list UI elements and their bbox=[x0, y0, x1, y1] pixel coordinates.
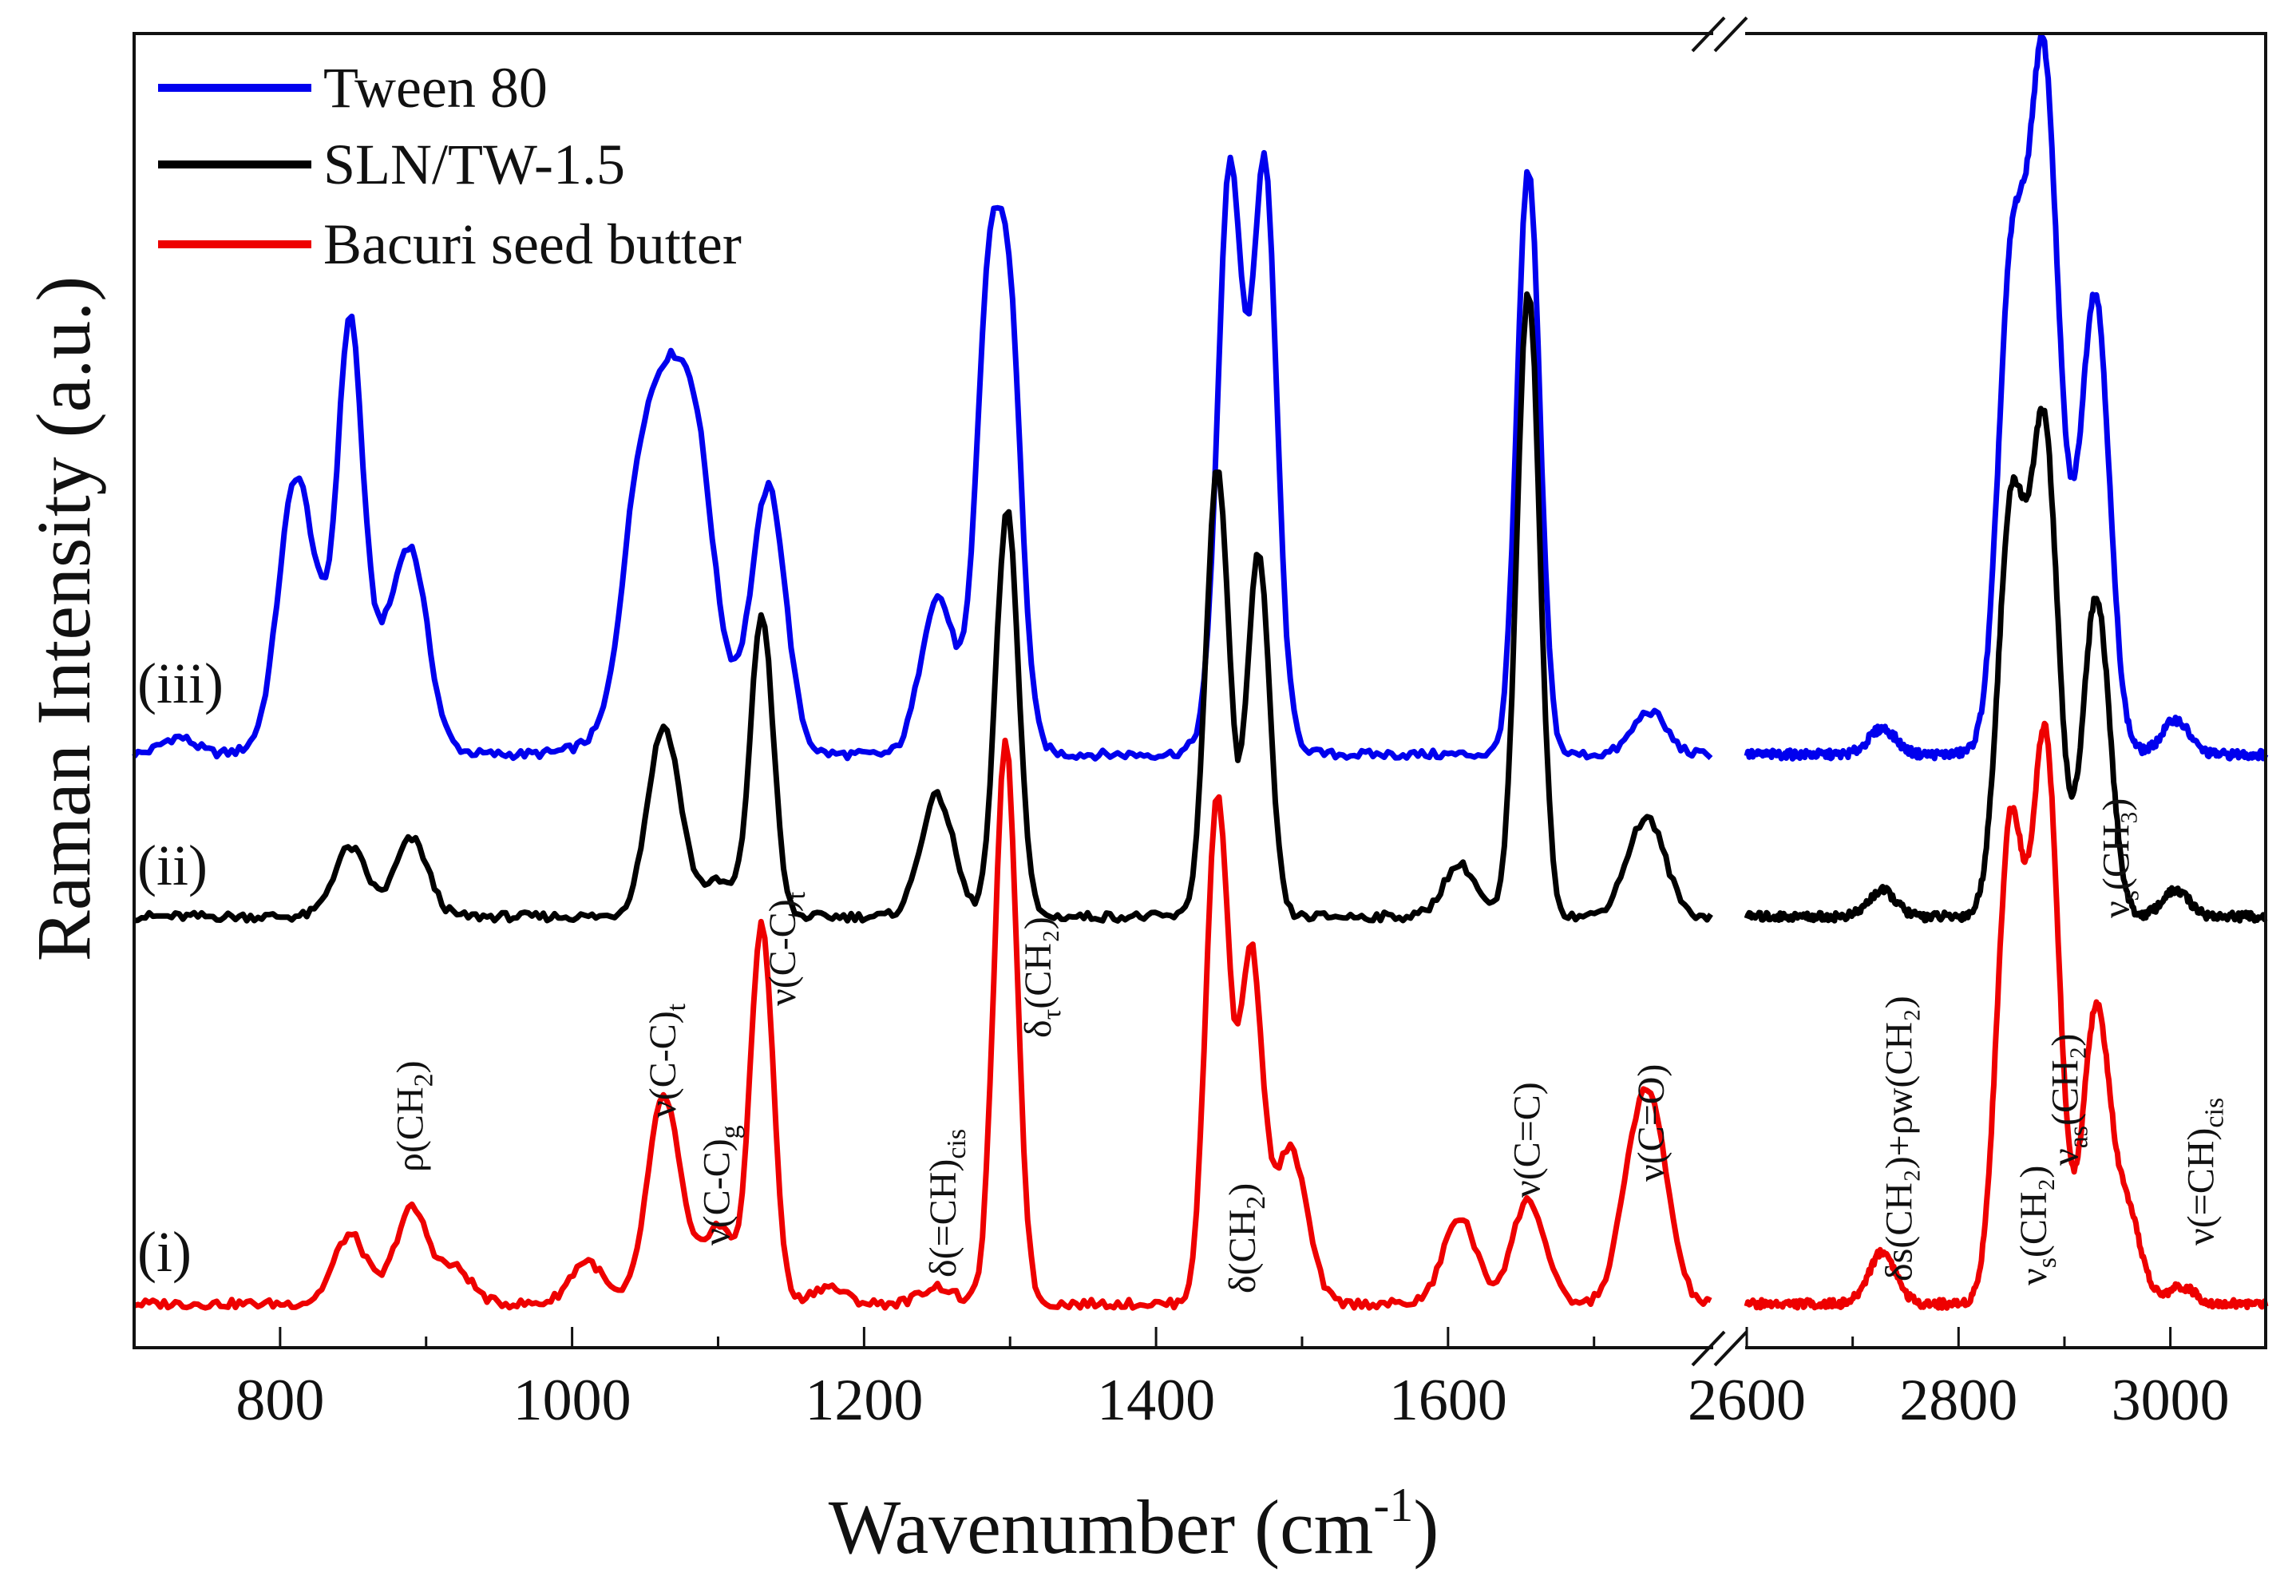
y-axis-title: Raman Intensity (a.u.) bbox=[21, 276, 106, 961]
band-annotation-9: δs(CH₂)+ρw(CH₂) bbox=[1878, 996, 1920, 1281]
band-annotation-main-4: δ(=CH) bbox=[922, 1159, 964, 1277]
band-annotation-main-11: ν bbox=[2045, 1148, 2087, 1166]
axis-break-mark-top-0 bbox=[1691, 16, 1726, 53]
series-tween80-segment-b bbox=[1744, 33, 2269, 762]
band-annotation-main-1: ν(C-C) bbox=[642, 1011, 684, 1118]
band-annotation-main-2: ν(C-C) bbox=[696, 1139, 738, 1246]
band-annotation-13: ν(=CH)cis bbox=[2179, 1098, 2229, 1246]
annotation-layer: ρ(CH2) ν(C-C)tν(C-C)gν(C-C)tδ(=CH)cisδτ(C… bbox=[390, 798, 2230, 1293]
band-annotation-tail-12: (CH₃) bbox=[2095, 798, 2137, 890]
band-annotation-main-8: ν(C=O) bbox=[1630, 1064, 1673, 1182]
band-annotation-main-3: ν(C-C) bbox=[762, 899, 804, 1006]
x-axis-title-sup: -1 bbox=[1373, 1479, 1413, 1531]
plot-frame bbox=[133, 32, 2267, 1349]
band-annotation-tail-11: (CH₂) bbox=[2045, 1034, 2087, 1126]
band-annotation-sub-4: cis bbox=[942, 1129, 972, 1159]
x-tick-label-5: 2600 bbox=[1688, 1368, 1806, 1433]
band-annotation-3: ν(C-C)t bbox=[762, 891, 811, 1006]
x-axis-title-main: Wavenumber (cm bbox=[829, 1484, 1374, 1570]
band-annotation-7: ν(C=C) bbox=[1506, 1082, 1548, 1198]
axis-break-mark-top-1 bbox=[1713, 16, 1748, 53]
band-annotation-main-5: δ bbox=[1017, 1020, 1059, 1038]
band-annotation-sub-1: t bbox=[662, 1003, 691, 1011]
x-tick-label-0: 800 bbox=[236, 1368, 324, 1433]
axis-layer: 800 1000 1200 1400 1600 2600 2800 3000 bbox=[133, 16, 2267, 1433]
band-annotation-sub-3: t bbox=[782, 891, 811, 899]
band-annotation-main-6: δ(CH bbox=[1221, 1210, 1264, 1293]
band-annotation-main-9: δs(CH₂)+ρw(CH₂) bbox=[1878, 996, 1920, 1281]
band-annotation-5: δτ(CH₂) bbox=[1017, 917, 1067, 1038]
x-axis-title: Wavenumber (cm-1) bbox=[829, 1479, 1439, 1570]
band-annotation-sub-2: g bbox=[716, 1125, 746, 1139]
band-annotation-sub-11: as bbox=[2064, 1126, 2094, 1148]
band-annotation-1: ν(C-C)t bbox=[642, 1003, 691, 1118]
band-annotation-sub-10: s bbox=[2033, 1257, 2062, 1268]
legend-label-bacuri: Bacuri seed butter bbox=[323, 212, 742, 276]
x-tick-label-1: 1000 bbox=[513, 1368, 631, 1433]
band-annotation-tail-6: ) bbox=[1221, 1183, 1264, 1196]
band-annotation-4: δ(=CH)cis bbox=[922, 1129, 972, 1277]
axis-break-gap-bottom bbox=[1713, 1338, 1745, 1357]
band-annotation-main-0: ρ(CH bbox=[390, 1087, 432, 1172]
band-annotation-main-7: ν(C=C) bbox=[1506, 1082, 1548, 1198]
band-annotation-sub-6: 2 bbox=[1241, 1196, 1271, 1210]
band-annotation-8: ν(C=O) bbox=[1630, 1064, 1673, 1182]
band-annotation-tail-0: ) bbox=[390, 1060, 432, 1073]
band-annotation-12: νs(CH₃) bbox=[2095, 798, 2144, 918]
band-annotation-sub-5: τ bbox=[1037, 1009, 1067, 1020]
series-bacuri-segment-a bbox=[133, 737, 1712, 1311]
band-annotation-main-10: ν bbox=[2013, 1268, 2055, 1285]
band-annotation-10: νs(CH₂) bbox=[2013, 1166, 2062, 1285]
series-bacuri-segment-b bbox=[1744, 720, 2269, 1311]
band-annotation-tail-10: (CH₂) bbox=[2013, 1166, 2055, 1257]
band-annotation-main-12: ν bbox=[2095, 901, 2137, 918]
band-annotation-sub-13: cis bbox=[2199, 1098, 2229, 1128]
axis-break-mark-bottom-1 bbox=[1713, 1330, 1748, 1367]
series-tween80-segment-a bbox=[132, 149, 1713, 762]
x-tick-label-2: 1200 bbox=[805, 1368, 923, 1433]
axis-break-mark-bottom-0 bbox=[1691, 1330, 1726, 1367]
legend-label-tween80: Tween 80 bbox=[323, 56, 548, 120]
band-annotation-sub-12: s bbox=[2115, 890, 2144, 901]
x-axis-title-close: ) bbox=[1413, 1484, 1439, 1570]
trace-label-iii: (iii) bbox=[137, 651, 224, 715]
band-annotation-sub-0: 2 bbox=[410, 1073, 439, 1087]
band-annotation-tail-5: (CH₂) bbox=[1017, 917, 1059, 1008]
band-annotation-6: δ(CH2) bbox=[1221, 1183, 1271, 1293]
series-sln-tw-segment-b bbox=[1744, 406, 2268, 924]
x-tick-label-7: 3000 bbox=[2112, 1368, 2230, 1433]
series-layer bbox=[132, 33, 2269, 1311]
band-annotation-main-13: ν(=CH) bbox=[2179, 1128, 2222, 1246]
x-tick-label-6: 2800 bbox=[1899, 1368, 2017, 1433]
axis-break-gap-top bbox=[1713, 24, 1745, 43]
legend: Tween 80 SLN/TW-1.5 Bacuri seed butter bbox=[158, 56, 742, 276]
series-sln-tw-segment-a bbox=[133, 291, 1713, 924]
trace-label-ii: (ii) bbox=[137, 834, 208, 897]
band-annotation-0: ρ(CH2) bbox=[390, 1060, 439, 1172]
band-annotation-11: νas(CH₂) bbox=[2045, 1034, 2094, 1166]
trace-label-i: (i) bbox=[137, 1220, 192, 1284]
legend-label-sln-tw: SLN/TW-1.5 bbox=[323, 133, 625, 196]
x-tick-label-4: 1600 bbox=[1389, 1368, 1507, 1433]
band-annotation-2: ν(C-C)g bbox=[696, 1125, 746, 1246]
x-tick-label-3: 1400 bbox=[1097, 1368, 1215, 1433]
